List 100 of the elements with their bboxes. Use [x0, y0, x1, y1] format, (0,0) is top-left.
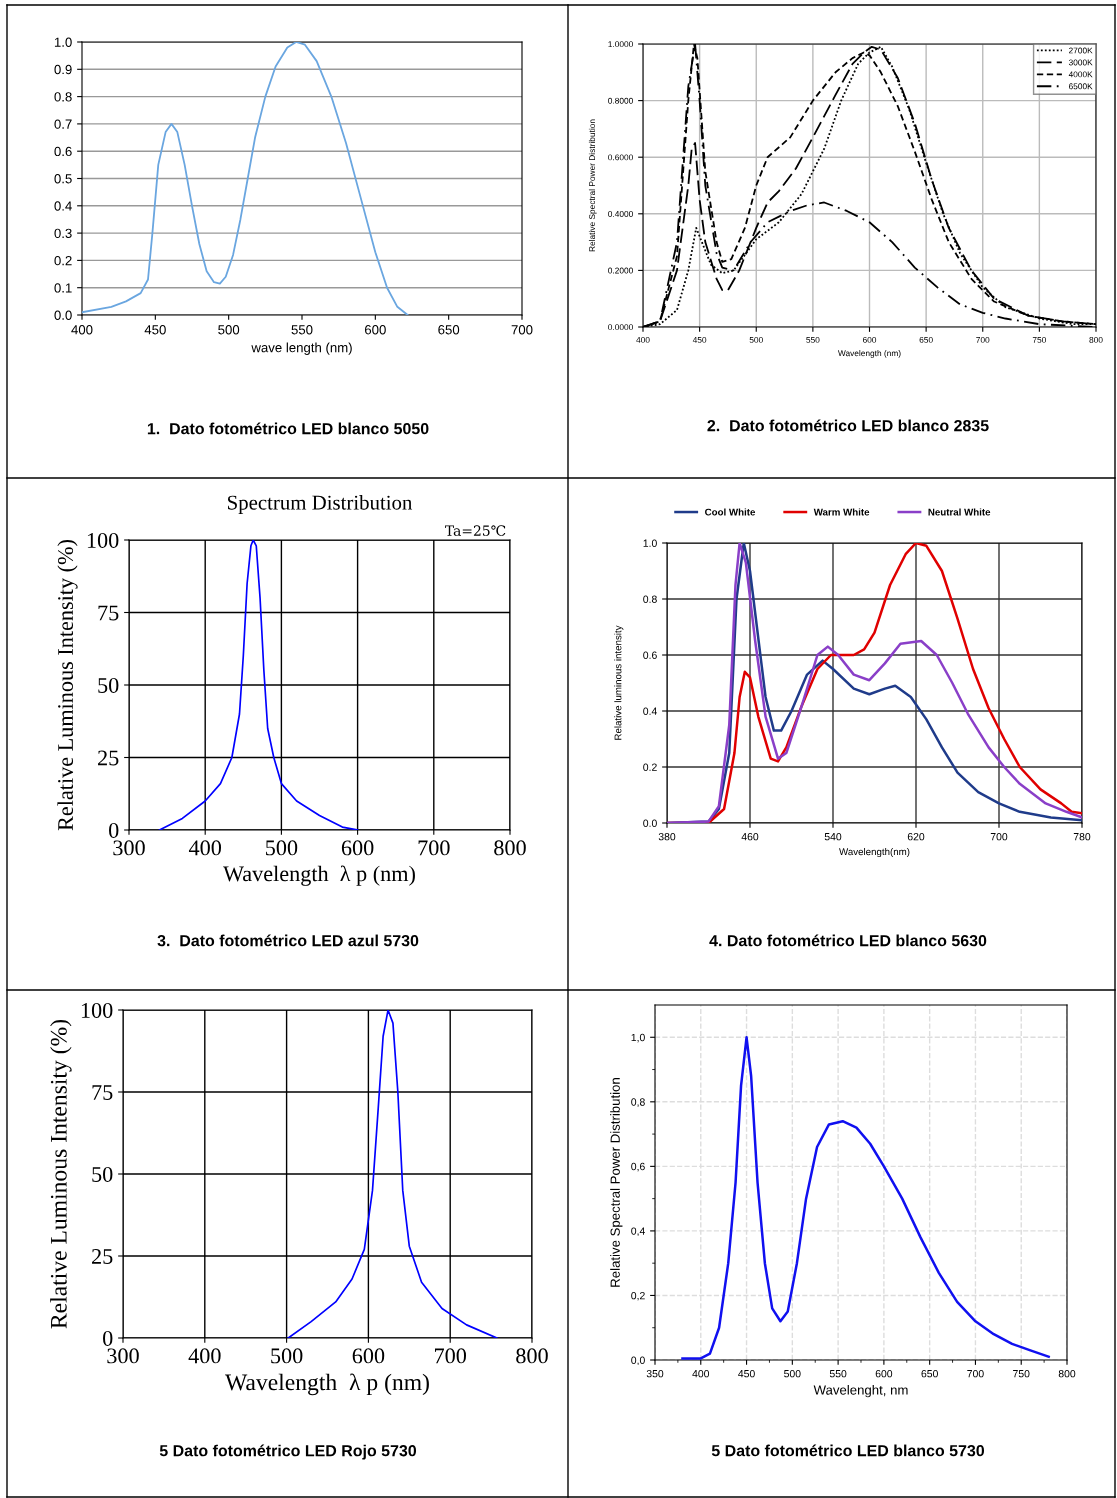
x-tick-label: 400 [188, 1348, 221, 1364]
x-tick-label: 380 [658, 833, 676, 841]
text: 5 Dato fotométrico LED blanco 5730 [711, 1444, 985, 1457]
y-tick-label: 0.2 [54, 255, 72, 266]
y-axis-title: Relative Spectral Power Distribution [610, 1078, 623, 1287]
y-tick-label: 1.0000 [608, 41, 633, 48]
y-tick-label: 1.0 [643, 539, 657, 547]
x-tick-label: 600 [875, 1370, 893, 1378]
chart-title: Spectrum Distribution [228, 494, 413, 514]
x-tick-label: 600 [365, 325, 386, 335]
x-axis-title: wave length (nm) [251, 342, 352, 355]
x-tick-label: 540 [824, 833, 842, 841]
x-tick-label: 500 [784, 1370, 801, 1378]
x-tick-label: 600 [862, 336, 877, 343]
x-axis-title: Wavelength λ p (nm) [223, 865, 415, 886]
y-tick-label: 0.8000 [608, 97, 633, 104]
y-tick-label: 0.4000 [608, 211, 633, 217]
x-tick-label: 300 [107, 1348, 139, 1364]
y-tick-label: 0.8 [643, 595, 657, 603]
y-tick-label: 50 [98, 677, 119, 693]
x-tick-label: 400 [188, 840, 222, 856]
x-tick-label: 500 [266, 840, 298, 856]
y-tick-label: 100 [81, 1002, 113, 1018]
legend-label: 3000K [1068, 59, 1093, 66]
text: 3. Dato fotométrico LED azul 5730 [157, 934, 419, 947]
text: 4. Dato fotométrico LED blanco 5630 [709, 934, 987, 947]
x-tick-label: 650 [919, 336, 933, 343]
y-tick-label: 0,2 [631, 1291, 645, 1301]
legend-label: 6500K [1068, 83, 1093, 90]
x-tick-label: 700 [511, 325, 533, 335]
x-tick-label: 700 [418, 840, 450, 856]
x-tick-label: 700 [967, 1370, 984, 1378]
text: 1. Dato fotométrico LED blanco 5050 [147, 422, 429, 435]
x-tick-label: 750 [1013, 1370, 1030, 1378]
y-tick-label: 0 [103, 1330, 113, 1346]
x-tick-label: 780 [1073, 833, 1091, 841]
x-axis-title: Wavelength (nm) [837, 350, 901, 358]
y-tick-label: 0.8 [54, 92, 72, 102]
y-tick-label: 0,0 [631, 1356, 645, 1366]
x-axis-title: Wavelength(nm) [839, 847, 910, 858]
y-tick-label: 0,4 [631, 1227, 645, 1237]
y-tick-label: 1,0 [631, 1033, 645, 1043]
y-axis-title: Relative Luminous Intensity (%) [50, 1019, 72, 1329]
y-tick-label: 0.6 [643, 651, 657, 659]
x-tick-label: 800 [494, 840, 526, 856]
x-tick-label: 650 [438, 325, 460, 335]
x-tick-label: 650 [921, 1370, 938, 1378]
legend-label: Neutral White [928, 508, 991, 516]
x-tick-label: 500 [271, 1348, 303, 1364]
legend-label: 2700K [1068, 47, 1093, 54]
x-tick-label: 450 [692, 336, 707, 343]
y-tick-label: 25 [92, 1248, 113, 1264]
y-tick-label: 50 [92, 1166, 113, 1182]
legend-label: Cool White [705, 508, 756, 516]
y-axis-title: Relative luminous intensity [614, 625, 624, 740]
x-tick-label: 800 [1089, 336, 1103, 343]
legend-label: Warm White [813, 508, 870, 516]
y-tick-label: 25 [98, 750, 119, 766]
x-tick-label: 500 [749, 336, 763, 343]
y-tick-label: 0.5 [54, 174, 72, 184]
x-tick-label: 550 [806, 336, 820, 343]
text: 2. Dato fotométrico LED blanco 2835 [707, 419, 989, 432]
y-tick-label: 75 [98, 605, 119, 621]
x-tick-label: 700 [976, 336, 990, 343]
y-tick-label: 0.6000 [608, 154, 633, 161]
x-tick-label: 800 [1058, 1370, 1076, 1378]
y-tick-label: 100 [87, 532, 119, 548]
y-tick-label: 0.7 [54, 119, 72, 129]
y-tick-label: 0,6 [631, 1162, 645, 1172]
x-tick-label: 600 [341, 840, 374, 856]
y-tick-label: 0.2000 [608, 267, 633, 274]
y-tick-label: 0.6 [54, 146, 72, 157]
y-tick-label: 0.9 [54, 64, 72, 75]
x-tick-label: 800 [516, 1348, 548, 1364]
x-tick-label: 550 [291, 325, 313, 335]
text: 5 Dato fotométrico LED Rojo 5730 [159, 1444, 417, 1460]
x-tick-label: 700 [990, 833, 1008, 841]
x-tick-label: 300 [113, 840, 145, 856]
y-axis-title: Relative Luminous Intensity (%) [57, 540, 78, 831]
x-tick-label: 400 [692, 1370, 710, 1378]
y-tick-label: 0.0 [54, 310, 72, 320]
y-tick-label: 0 [109, 822, 119, 838]
x-tick-label: 350 [646, 1370, 664, 1378]
x-axis-title: Wavelength λ p (nm) [225, 1373, 429, 1396]
y-tick-label: 0.4 [54, 201, 72, 211]
y-tick-label: 0.0000 [608, 324, 633, 331]
chart-subtitle: Ta=25℃ [445, 525, 506, 536]
x-tick-label: 620 [907, 833, 925, 841]
x-tick-label: 750 [1032, 336, 1046, 343]
x-tick-label: 600 [352, 1348, 385, 1364]
y-tick-label: 0.2 [643, 763, 657, 771]
y-tick-label: 75 [92, 1085, 113, 1100]
x-axis-title: Wavelenght, nm [813, 1384, 908, 1398]
x-tick-label: 450 [144, 325, 166, 335]
x-tick-label: 400 [636, 336, 650, 343]
y-tick-label: 0.0 [643, 819, 657, 827]
x-tick-label: 450 [738, 1370, 755, 1378]
y-tick-label: 0.3 [54, 228, 72, 239]
x-tick-label: 460 [741, 833, 759, 841]
y-tick-label: 0,8 [631, 1098, 645, 1107]
